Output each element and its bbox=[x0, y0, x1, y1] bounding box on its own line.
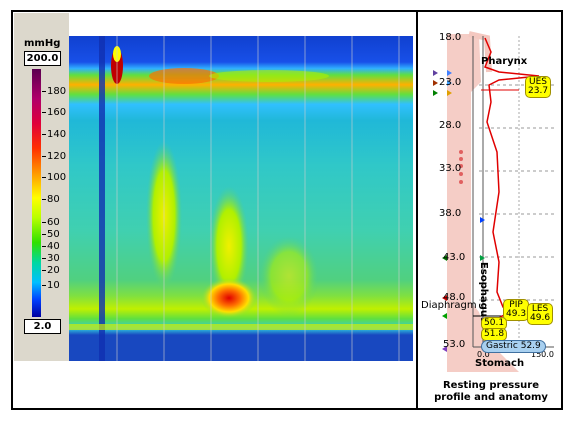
scale-tick bbox=[42, 246, 46, 247]
scale-tick bbox=[42, 177, 46, 178]
scale-tick-label: 30 bbox=[47, 253, 60, 264]
profile-caption-line2: profile and anatomy bbox=[434, 392, 548, 403]
scale-tick bbox=[42, 222, 46, 223]
scale-tick bbox=[42, 234, 46, 235]
pressure-axis-max: 150.0 bbox=[531, 350, 554, 359]
ues-value: 23.7 bbox=[528, 86, 549, 96]
scale-tick bbox=[42, 258, 46, 259]
scale-tick-label: 80 bbox=[47, 194, 60, 205]
scale-tick-label: 20 bbox=[47, 265, 60, 276]
scale-tick bbox=[42, 91, 46, 92]
depth-label-28: 28.0 bbox=[439, 120, 462, 131]
scale-min-field[interactable]: 2.0 bbox=[24, 319, 61, 334]
pressure-axis-min: 0.0 bbox=[477, 350, 490, 359]
depth-label-53: 53.0 bbox=[443, 339, 466, 350]
scale-tick-label: 180 bbox=[47, 86, 67, 97]
scale-tick bbox=[42, 134, 46, 135]
resting-pressure-profile: 18.0 23.0 28.0 33.0 38.0 43.0 48.0 53.0 … bbox=[419, 12, 563, 408]
depth-label-18: 18.0 bbox=[439, 32, 462, 43]
pip-marker[interactable]: PIP 49.3 bbox=[503, 299, 530, 321]
les-marker[interactable]: LES 49.6 bbox=[527, 303, 554, 325]
scale-tick bbox=[42, 112, 46, 113]
gastric-marker[interactable]: Gastric 52.9 bbox=[481, 340, 546, 353]
les-name: LES bbox=[531, 304, 549, 314]
color-scale-panel: mmHg 200.0 180 160 140 120 100 80 60 50 40 30 20 10… bbox=[14, 13, 69, 361]
pip-value: 49.3 bbox=[506, 309, 527, 319]
panel-divider bbox=[416, 12, 418, 408]
scale-tick-label: 40 bbox=[47, 241, 60, 252]
esophagus-label: Esophagus bbox=[478, 262, 489, 323]
pharynx-label: Pharynx bbox=[481, 56, 528, 67]
pip-name: PIP bbox=[509, 300, 523, 310]
scale-tick-label: 100 bbox=[47, 172, 67, 183]
scale-max-field[interactable]: 200.0 bbox=[24, 51, 61, 66]
scale-tick bbox=[42, 199, 46, 200]
depth-label-23: 23.0 bbox=[439, 77, 462, 88]
stomach-label: Stomach bbox=[475, 358, 525, 369]
depth-label-48: 48.0 bbox=[443, 292, 466, 303]
depth-label-33: 33.0 bbox=[439, 163, 462, 174]
scale-tick-label: 120 bbox=[47, 151, 67, 162]
scale-unit: mmHg bbox=[24, 38, 61, 49]
color-bar bbox=[32, 69, 41, 317]
ues-name: UES bbox=[529, 77, 548, 87]
les-value: 49.6 bbox=[530, 313, 551, 323]
scale-tick-label: 50 bbox=[47, 229, 60, 240]
scale-tick-label: 60 bbox=[47, 217, 60, 228]
profile-caption-line1: Resting pressure bbox=[442, 380, 539, 391]
scale-tick bbox=[42, 285, 46, 286]
depth-label-38: 38.0 bbox=[439, 208, 462, 219]
scale-tick-label: 10 bbox=[47, 280, 60, 291]
scale-tick bbox=[42, 156, 46, 157]
diaphragm-label: Diaphragm bbox=[421, 300, 477, 311]
scale-tick-label: 140 bbox=[47, 129, 67, 140]
depth-label-43: 43.0 bbox=[443, 252, 466, 263]
pressure-topography-plot[interactable] bbox=[69, 36, 413, 361]
manometry-frame: mmHg 200.0 180 160 140 120 100 80 60 50 40 30 20 10… bbox=[11, 10, 563, 410]
scale-tick bbox=[42, 270, 46, 271]
ues-marker[interactable]: UES 23.7 bbox=[525, 76, 552, 98]
scale-tick-label: 160 bbox=[47, 107, 67, 118]
